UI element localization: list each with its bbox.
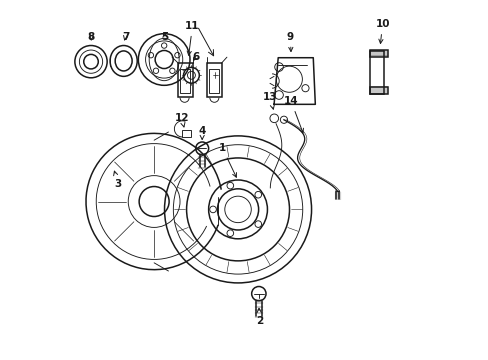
Bar (369, 50, 387, 57)
Bar (209, 69, 219, 93)
Text: 13: 13 (263, 92, 277, 109)
Text: 12: 12 (174, 113, 188, 127)
Text: 6: 6 (192, 52, 199, 62)
Text: 5: 5 (161, 32, 168, 41)
Text: 3: 3 (113, 171, 122, 189)
Text: 7: 7 (122, 32, 129, 41)
Text: 14: 14 (283, 96, 303, 133)
Text: 11: 11 (185, 21, 199, 55)
Text: 8: 8 (87, 32, 95, 41)
Bar (180, 69, 190, 93)
Bar (369, 87, 387, 94)
Text: 9: 9 (286, 32, 293, 51)
Text: 1: 1 (218, 143, 236, 177)
Bar (182, 130, 191, 137)
Text: 10: 10 (375, 19, 389, 44)
Text: 4: 4 (198, 126, 205, 139)
Text: 2: 2 (255, 308, 263, 325)
